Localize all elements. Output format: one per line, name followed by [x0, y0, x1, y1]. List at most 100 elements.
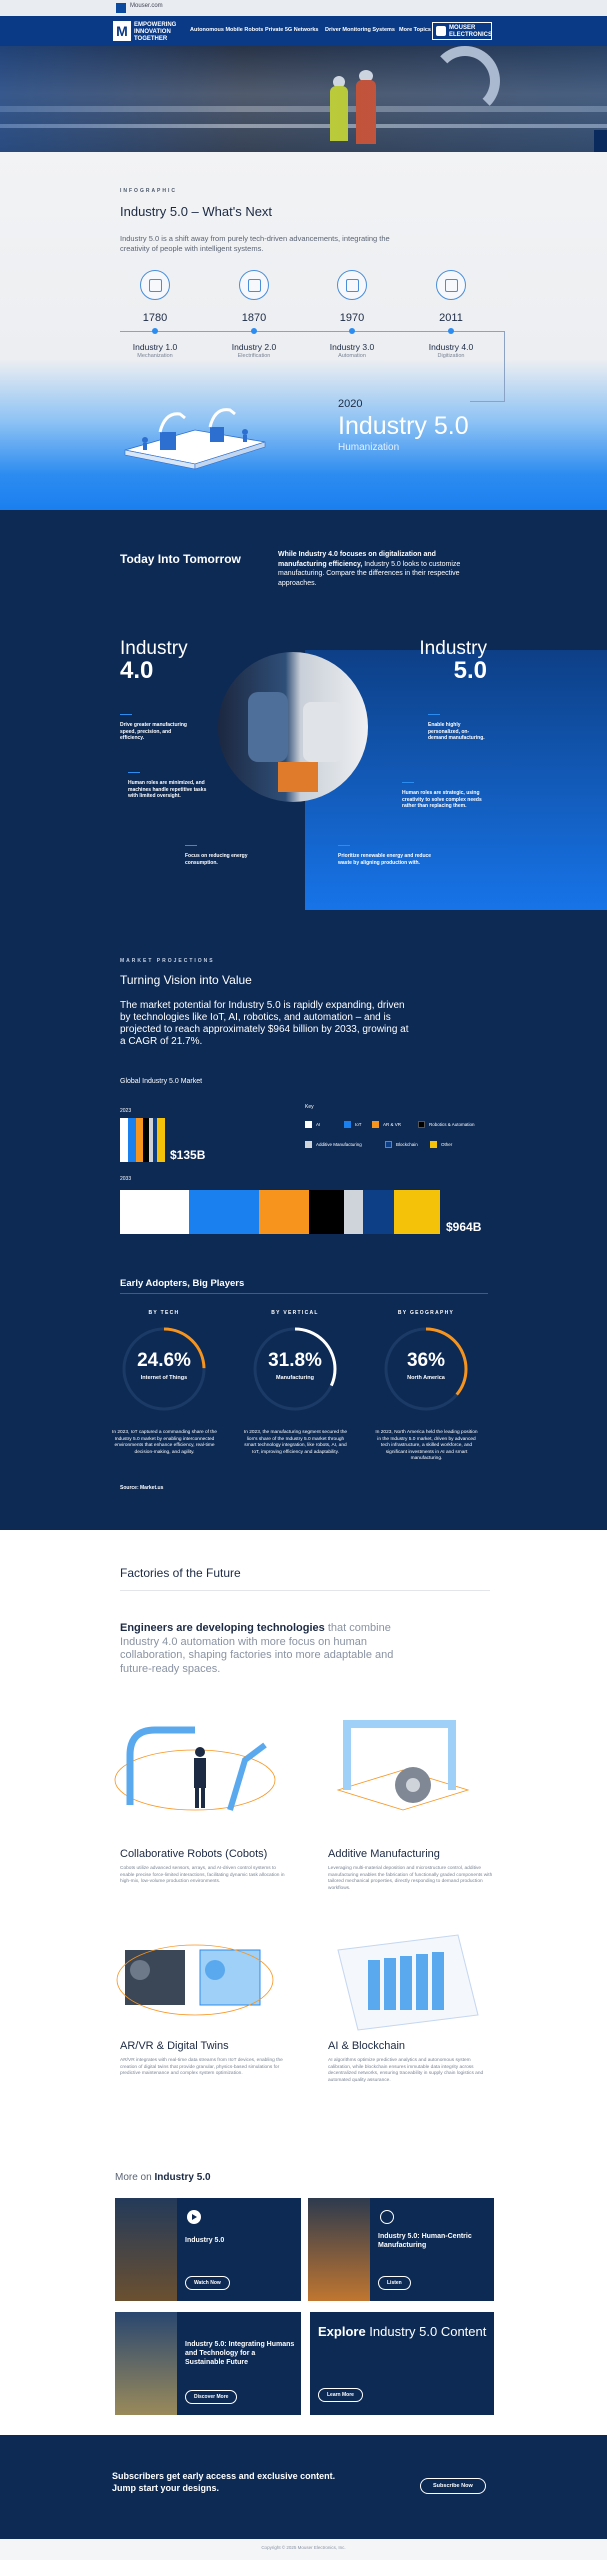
eyebrow: INFOGRAPHIC [120, 188, 177, 194]
podcast-tile[interactable]: Industry 5.0: Human-Centric Manufacturin… [308, 2198, 494, 2301]
subscribe-text: Subscribers get early access and exclusi… [112, 2471, 336, 2493]
ring-label: Internet of Things [140, 1375, 188, 1381]
factory-platform-illustration [124, 408, 266, 470]
timeline-desc: Mechanization [137, 353, 173, 359]
ind5-point: Enable highly personalized, on-demand ma… [428, 722, 485, 741]
timeline-dot [251, 328, 257, 334]
timeline-name: Industry 3.0 [329, 342, 375, 352]
bar-segment-ai [120, 1118, 129, 1162]
chart-title: Global Industry 5.0 Market [120, 1078, 203, 1085]
legend-item: Robotics & Automation [418, 1121, 475, 1128]
bar-segment-blockchain [362, 1190, 394, 1234]
timeline-name: Industry 4.0 [428, 342, 474, 352]
mouser-logo[interactable]: MOUSER ELECTRONICS [432, 22, 492, 40]
learn-more-button[interactable]: Learn More [318, 2388, 363, 2402]
legend-item: Blockchain [385, 1141, 418, 1148]
timeline-year: 2011 [439, 312, 463, 324]
nav-item-dms[interactable]: Driver Monitoring Systems [325, 27, 395, 33]
headphones-icon[interactable] [380, 2210, 394, 2224]
ring-percent: 36% [406, 1350, 446, 1371]
source-note: Source: Market.us [120, 1485, 164, 1491]
article-tile[interactable]: Industry 5.0: Integrating Humans and Tec… [115, 2312, 301, 2415]
explore-tile[interactable]: Explore Industry 5.0 Content Learn More [310, 2312, 494, 2415]
bar-segment-robotics-automation [143, 1118, 149, 1162]
steam-engine-icon [140, 270, 170, 300]
legend-item: Other [430, 1141, 452, 1148]
eyebrow: MARKET PROJECTIONS [120, 958, 215, 964]
bar-segment-other [156, 1118, 165, 1162]
card-desc: Cobots utilize advanced sensors, arrays,… [120, 1866, 285, 1884]
explore-title: Explore Industry 5.0 Content [318, 2324, 487, 2339]
nav-item-more-topics[interactable]: More Topics [399, 27, 431, 33]
card-title: AR/VR & Digital Twins [120, 2040, 229, 2052]
hero-image [0, 46, 607, 152]
bar-value-label: $135B [170, 1148, 206, 1162]
cobot-illustration [114, 1726, 276, 1811]
mouser-link[interactable]: Mouser.com [130, 3, 163, 9]
today-desc: While Industry 4.0 focuses on digitaliza… [278, 551, 461, 587]
tile-title: Industry 5.0: Integrating Humans and Tec… [185, 2341, 295, 2366]
footer: Copyright © 2025 Mouser Electronics, Inc… [0, 2539, 607, 2560]
bar-segment-iot [128, 1118, 137, 1162]
more-on-heading: More on Industry 5.0 [115, 2172, 211, 2183]
nav-item-amr[interactable]: Autonomous Mobile Robots [190, 27, 264, 33]
ring-category: BY VERTICAL [271, 1310, 319, 1316]
additive-manufacturing-illustration [336, 1720, 470, 1811]
timeline-name: Industry 2.0 [231, 342, 277, 352]
tile-title: Industry 5.0 [185, 2237, 225, 2244]
timeline-desc: Electrification [237, 353, 271, 359]
bar-segment-robotics-automation [308, 1190, 344, 1234]
market-bar-2033 [120, 1190, 440, 1234]
market-title: Turning Vision into Value [120, 973, 252, 987]
ring-label: North America [407, 1375, 445, 1381]
bar-segment-ar-vr [136, 1118, 144, 1162]
ring-gauge [253, 1327, 337, 1411]
video-tile[interactable]: Industry 5.0 Watch Now [115, 2198, 301, 2301]
ring-gauge [122, 1327, 206, 1411]
section-subtitle: Industry 5.0 is a shift away from purely… [120, 234, 390, 253]
bar-segment-additive-manufacturing [343, 1190, 363, 1234]
video-thumbnail [115, 2198, 177, 2301]
discover-more-button[interactable]: Discover More [185, 2390, 238, 2404]
computer-icon [337, 270, 367, 300]
play-icon[interactable] [187, 2210, 201, 2224]
subscribe-now-button[interactable]: Subscribe Now [420, 2478, 486, 2494]
watch-now-button[interactable]: Watch Now [185, 2276, 230, 2290]
factories-title: Factories of the Future [120, 1566, 241, 1580]
timeline-dot [349, 328, 355, 334]
top-strip: Mouser.com [0, 0, 607, 16]
site-brand[interactable]: EMPOWERING INNOVATION TOGETHER [134, 22, 177, 42]
main-nav: M EMPOWERING INNOVATION TOGETHER Autonom… [0, 16, 607, 46]
timeline-dot [152, 328, 158, 334]
mouser-small-logo-icon[interactable] [116, 3, 126, 13]
adopters-title: Early Adopters, Big Players [120, 1278, 245, 1289]
card-title: Collaborative Robots (Cobots) [120, 1848, 268, 1860]
legend-item: AI [305, 1121, 320, 1128]
site-logo-icon[interactable]: M [113, 21, 131, 41]
ring-percent: 24.6% [137, 1350, 191, 1371]
copyright: Copyright © 2025 Mouser Electronics, Inc… [261, 2545, 346, 2550]
card-desc: AR/VR integrates with real-time data str… [120, 2058, 283, 2076]
bar-value-label: $964B [446, 1220, 482, 1234]
ring-desc: In 2023, IoT captured a commanding share… [112, 1430, 217, 1455]
timeline-desc: Automation [338, 353, 366, 359]
ind4-point: Human roles are minimized, and machines … [128, 780, 207, 799]
card-desc: Leveraging multi-material deposition and… [328, 1866, 493, 1891]
network-icon [436, 270, 466, 300]
listen-button[interactable]: Listen [378, 2276, 411, 2290]
timeline-name: Industry 1.0 [132, 342, 178, 352]
timeline-year: 1970 [339, 312, 365, 324]
nav-item-5g[interactable]: Private 5G Networks [265, 27, 319, 33]
market-bar-2023 [120, 1118, 165, 1162]
ring-label: Manufacturing [276, 1375, 314, 1381]
today-title: Today Into Tomorrow [120, 552, 241, 566]
bar-segment-blockchain [153, 1118, 157, 1162]
legend-item: Additive Manufacturing [305, 1141, 362, 1148]
digital-twin-illustration [116, 1944, 274, 2016]
bar-year-label: 2023 [120, 1108, 132, 1114]
ind5-point: Prioritize renewable energy and reduce w… [338, 853, 432, 866]
timeline-desc: Digitization [437, 353, 465, 359]
infographic-section: INFOGRAPHIC Industry 5.0 – What's Next I… [0, 152, 607, 510]
timeline-line [120, 331, 504, 332]
ind4-point: Drive greater manufacturing speed, preci… [120, 722, 187, 741]
